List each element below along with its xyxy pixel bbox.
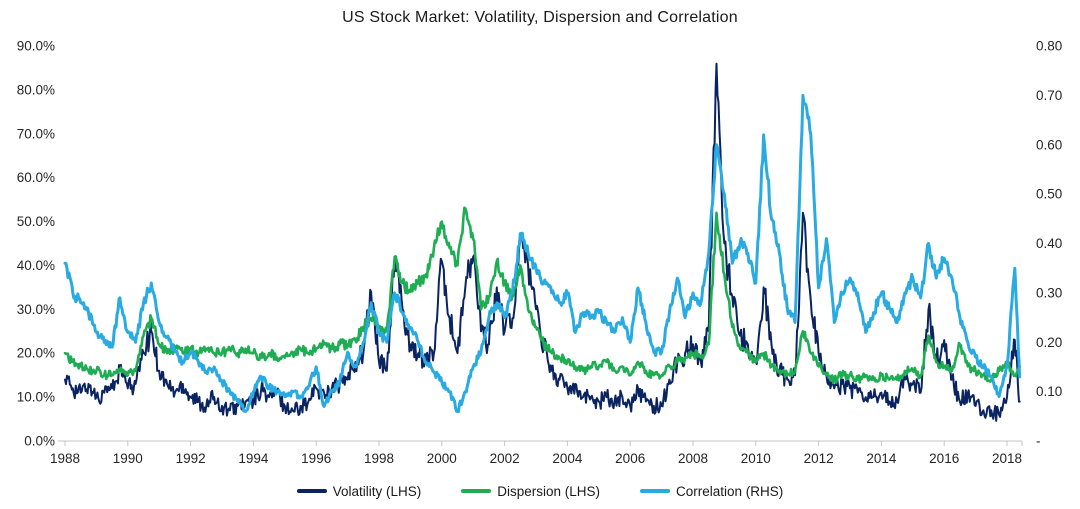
legend-label-volatility: Volatility (LHS) xyxy=(332,483,422,499)
x-axis-tick-label: 1988 xyxy=(50,451,80,466)
right-axis-tick-label: 0.20 xyxy=(1036,335,1062,350)
right-axis-tick-label: 0.30 xyxy=(1036,285,1062,300)
right-axis-tick-label: 0.40 xyxy=(1036,236,1062,251)
correlation-line xyxy=(63,93,1022,414)
left-axis-tick-label: 60.0% xyxy=(17,170,55,185)
dispersion-line xyxy=(63,206,1021,385)
right-axis-tick-label: 0.60 xyxy=(1036,137,1062,152)
x-axis-tick-label: 1992 xyxy=(176,451,206,466)
right-axis-tick-label: 0.10 xyxy=(1036,384,1062,399)
x-axis-tick-label: 2008 xyxy=(678,451,708,466)
right-axis-tick-label: 0.50 xyxy=(1036,187,1062,202)
x-axis-tick-label: 1996 xyxy=(301,451,331,466)
left-axis-tick-label: 20.0% xyxy=(17,346,55,361)
x-axis-tick-labels: 1988 1990 1992 1994 1996 1998 2000 2002 2004 2006… xyxy=(50,451,1022,466)
x-axis-tick-label: 2014 xyxy=(866,451,897,466)
left-axis-tick-label: 30.0% xyxy=(17,302,55,317)
legend: Volatility (LHS) Dispersion (LHS) Correl… xyxy=(0,480,1080,502)
x-axis-tick-label: 2004 xyxy=(552,451,583,466)
dispersion-line-swatch xyxy=(461,489,492,493)
x-axis-tick-label: 1990 xyxy=(113,451,143,466)
left-axis-tick-label: 40.0% xyxy=(17,258,55,273)
legend-label-dispersion: Dispersion (LHS) xyxy=(497,483,601,499)
left-axis-tick-label: 50.0% xyxy=(17,214,55,229)
right-axis-tick-labels: - 0.10 0.20 0.30 0.40 0.50 0.60 0.70 0.80 xyxy=(1036,39,1062,449)
legend-item-correlation: Correlation (RHS) xyxy=(640,484,783,499)
left-axis-tick-labels: 0.0% 10.0% 20.0% 30.0% 40.0% 50.0% 60.0% 70.0% 8… xyxy=(17,39,55,449)
right-axis-tick-label: 0.80 xyxy=(1036,39,1062,54)
chart-title: US Stock Market: Volatility, Dispersion … xyxy=(342,9,738,26)
x-axis-tick-label: 2016 xyxy=(929,451,959,466)
legend-label-correlation: Correlation (RHS) xyxy=(676,483,784,499)
x-axis-tick-label: 1994 xyxy=(238,451,269,466)
x-axis-tick-label: 2012 xyxy=(804,451,834,466)
x-axis xyxy=(58,440,1023,446)
right-axis-tick-label: - xyxy=(1036,434,1041,449)
left-axis-tick-label: 70.0% xyxy=(17,126,55,141)
x-axis-tick-label: 2018 xyxy=(992,451,1022,466)
x-axis-tick-label: 2000 xyxy=(427,451,457,466)
x-axis-tick-label: 2006 xyxy=(615,451,645,466)
left-axis-tick-label: 0.0% xyxy=(24,434,55,449)
right-axis-tick-label: 0.70 xyxy=(1036,88,1062,103)
correlation-line-swatch xyxy=(640,489,671,493)
x-axis-tick-label: 1998 xyxy=(364,451,394,466)
left-axis-tick-label: 90.0% xyxy=(17,39,55,54)
x-axis-tick-label: 2010 xyxy=(741,451,771,466)
left-axis-tick-label: 10.0% xyxy=(17,390,55,405)
legend-item-volatility: Volatility (LHS) xyxy=(296,483,422,499)
x-axis-tick-label: 2002 xyxy=(490,451,520,466)
volatility-line-swatch xyxy=(296,489,327,493)
legend-item-dispersion: Dispersion (LHS) xyxy=(461,484,600,499)
left-axis-tick-label: 80.0% xyxy=(17,82,55,97)
